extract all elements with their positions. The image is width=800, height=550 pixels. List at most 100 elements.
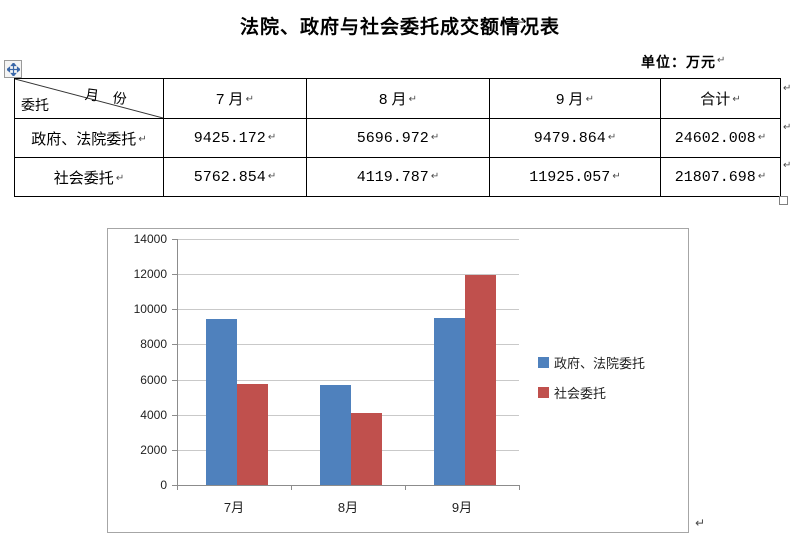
table-move-handle[interactable]	[4, 60, 22, 78]
table-resize-handle[interactable]	[779, 196, 788, 205]
x-axis-label: 8月	[337, 500, 359, 515]
value-cell[interactable]: 5696.972 ↵	[306, 118, 490, 158]
bar-7月-政府、法院委托	[206, 319, 237, 485]
paragraph-mark-icon: ↵	[607, 132, 617, 144]
total-cell[interactable]: 21807.698 ↵	[660, 157, 781, 197]
paragraph-mark-icon: ↵	[732, 94, 741, 106]
row-end-mark-icon: ↵	[783, 122, 792, 133]
row-label-text: 社会委托	[53, 169, 114, 187]
value-text: 4119.787	[356, 169, 429, 186]
x-axis-tick	[405, 485, 406, 490]
y-axis-tick	[172, 344, 177, 346]
paragraph-mark-icon: ↵	[695, 516, 706, 530]
x-axis-tick	[177, 485, 178, 490]
diagonal-header-cell[interactable]: 月 份 委托	[14, 78, 164, 119]
paragraph-mark-icon: ↵	[585, 94, 594, 106]
y-gridline	[177, 274, 519, 276]
value-text: 21807.698	[674, 169, 756, 186]
paragraph-mark-icon: ↵	[245, 94, 254, 106]
y-axis-tick	[172, 414, 177, 416]
y-gridline	[177, 344, 519, 346]
paragraph-mark-icon: ↵	[267, 171, 277, 183]
paragraph-mark-icon: ↵	[430, 171, 440, 183]
value-text: 24602.008	[674, 130, 756, 147]
legend-label: 社会委托	[554, 386, 607, 401]
unit-label[interactable]: 单位：万元	[641, 54, 716, 70]
value-cell[interactable]: 4119.787 ↵	[306, 157, 490, 197]
paragraph-mark-icon: ↵	[516, 15, 527, 29]
row-end-mark-icon: ↵	[783, 160, 792, 171]
y-axis-label: 10000	[133, 302, 167, 317]
chart-plot-area: 0 2000 4000 6000 8000 10000 12000 14000 7月 8月 9月 政府…	[108, 229, 688, 532]
y-gridline	[177, 239, 519, 240]
diagonal-divider	[15, 79, 163, 118]
header-text: 7 月	[216, 91, 244, 108]
y-axis-tick	[172, 379, 177, 381]
header-cell-september[interactable]: 9 月 ↵	[489, 78, 661, 119]
legend-entry: 政府、法院委托	[538, 353, 645, 372]
y-axis-tick	[172, 239, 177, 240]
y-axis-line	[177, 239, 178, 485]
row-label-social[interactable]: 社会委托 ↵	[14, 157, 164, 197]
y-axis-label: 2000	[140, 442, 167, 457]
y-axis-label: 8000	[140, 337, 167, 352]
paragraph-mark-icon: ↵	[757, 132, 767, 144]
paragraph-mark-icon: ↵	[115, 172, 125, 184]
legend-swatch-icon	[538, 387, 549, 398]
y-axis-label: 4000	[140, 407, 167, 422]
bar-9月-社会委托	[465, 275, 496, 485]
paragraph-mark-icon: ↵	[717, 55, 726, 66]
bar-8月-政府、法院委托	[320, 384, 351, 485]
y-gridline	[177, 309, 519, 311]
y-axis-label: 0	[160, 478, 167, 492]
paragraph-mark-icon: ↵	[612, 171, 621, 183]
value-text: 5762.854	[193, 169, 266, 186]
paragraph-mark-icon: ↵	[408, 94, 417, 106]
value-text: 11925.057	[529, 169, 611, 186]
bar-chart-object[interactable]: 0 2000 4000 6000 8000 10000 12000 14000 7月 8月 9月 政府…	[107, 228, 689, 533]
entrust-amount-table: 月 份 委托 7 月 ↵ 8 月 ↵ 9 月 ↵ 合计 ↵ 政府、法院委托 ↵ 9425.…	[14, 78, 781, 197]
bar-7月-社会委托	[237, 383, 268, 485]
y-gridline	[177, 379, 519, 381]
header-cell-august[interactable]: 8 月 ↵	[306, 78, 490, 119]
y-axis-label: 14000	[133, 232, 167, 246]
y-axis-tick	[172, 274, 177, 276]
table-row: 政府、法院委托 ↵ 9425.172 ↵ 5696.972 ↵ 9479.864 ↵ 2…	[14, 118, 781, 158]
x-axis-tick	[519, 485, 520, 490]
move-arrows-icon	[6, 62, 20, 76]
header-cell-july[interactable]: 7 月 ↵	[163, 78, 307, 119]
y-axis-tick	[172, 309, 177, 311]
header-entrust-label: 委托	[21, 97, 49, 113]
total-cell[interactable]: 24602.008 ↵	[660, 118, 781, 158]
y-axis-tick	[172, 449, 177, 451]
row-label-text: 政府、法院委托	[31, 130, 137, 148]
y-axis-tick	[172, 485, 177, 486]
header-text: 合计	[700, 91, 731, 108]
value-text: 9425.172	[193, 130, 266, 147]
y-axis-label: 6000	[140, 372, 167, 387]
y-axis-label: 12000	[133, 267, 167, 282]
page-title[interactable]: 法院、政府与社会委托成交额情况表	[239, 17, 560, 38]
legend-label: 政府、法院委托	[554, 356, 646, 371]
row-end-mark-icon: ↵	[783, 83, 792, 94]
value-cell[interactable]: 9425.172 ↵	[163, 118, 307, 158]
legend-swatch-icon	[538, 357, 549, 368]
paragraph-mark-icon: ↵	[138, 133, 147, 145]
paragraph-mark-icon: ↵	[267, 132, 277, 144]
value-cell[interactable]: 11925.057 ↵	[489, 157, 661, 197]
header-text: 8 月	[379, 91, 407, 108]
value-cell[interactable]: 5762.854 ↵	[163, 157, 307, 197]
x-axis-label: 9月	[451, 500, 473, 515]
value-text: 5696.972	[356, 130, 429, 147]
bar-8月-社会委托	[351, 412, 382, 485]
x-axis-line	[177, 485, 520, 486]
value-cell[interactable]: 9479.864 ↵	[489, 118, 661, 158]
header-text: 9 月	[556, 91, 584, 108]
table-row: 社会委托 ↵ 5762.854 ↵ 4119.787 ↵ 11925.057 ↵ 218…	[14, 157, 781, 197]
header-cell-total[interactable]: 合计 ↵	[660, 78, 781, 119]
paragraph-mark-icon: ↵	[757, 171, 767, 183]
value-text: 9479.864	[533, 130, 606, 147]
paragraph-mark-icon: ↵	[430, 132, 440, 144]
row-label-government-court[interactable]: 政府、法院委托 ↵	[14, 118, 164, 158]
